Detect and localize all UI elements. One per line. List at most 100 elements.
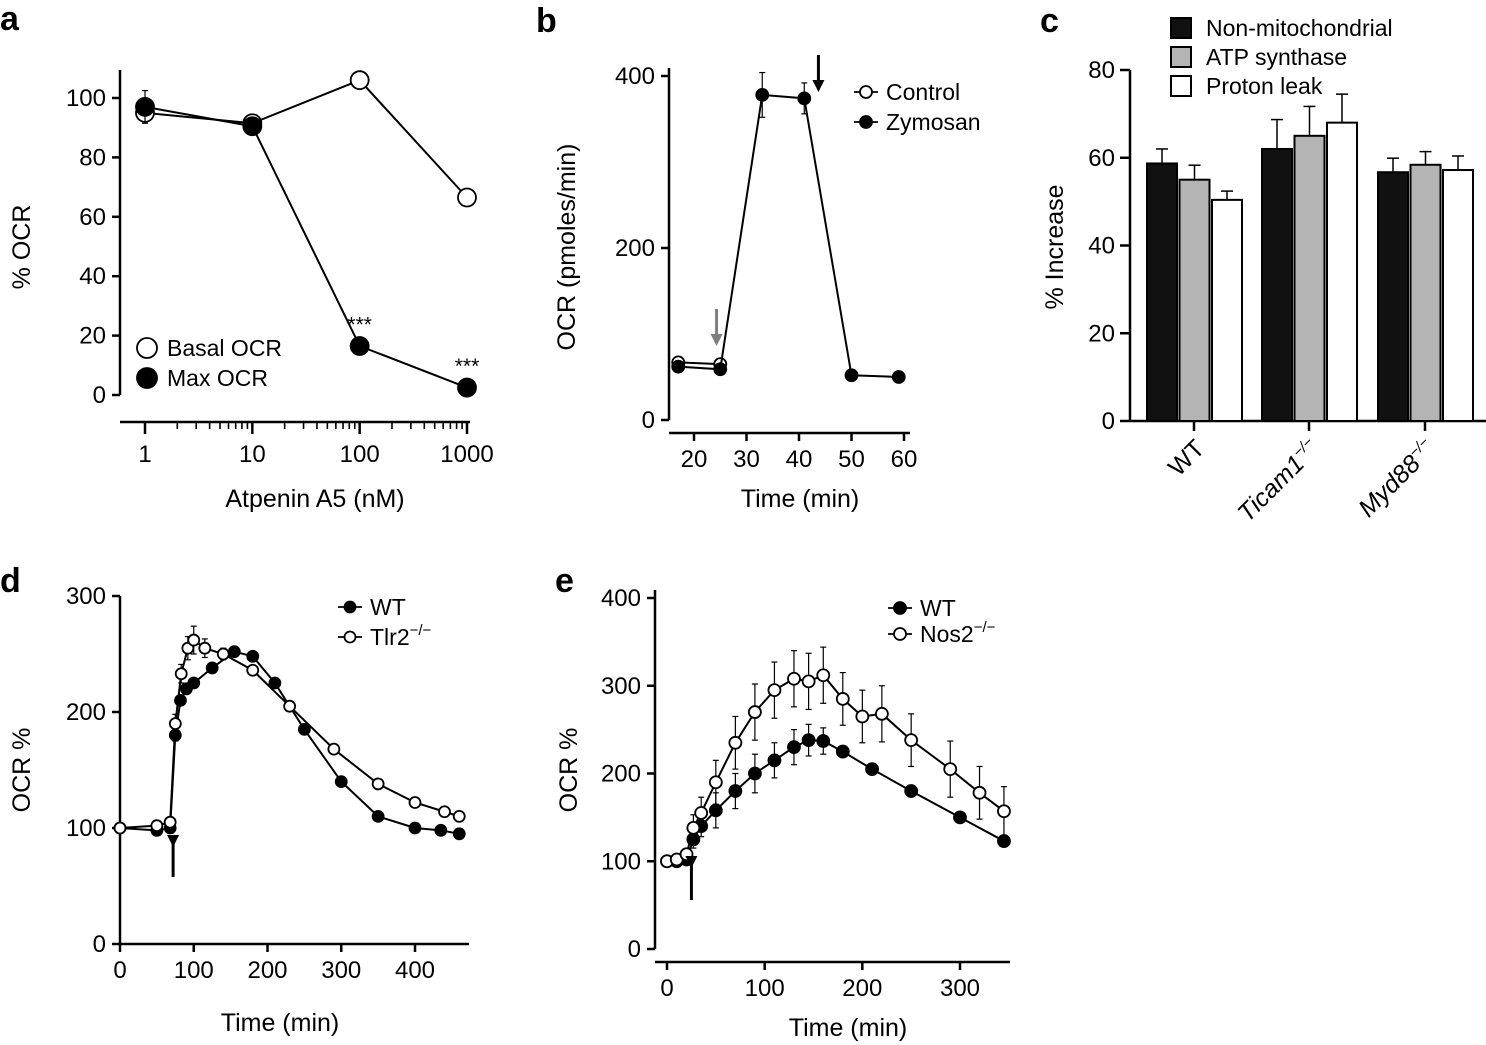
panel-e: e 0 100 200 300 400 0 100 200 300 OCR % Time (min) W… — [555, 562, 1011, 1042]
legend-label: Tlr2−/− — [370, 622, 432, 650]
x-category-label: Myd88−/− — [1352, 434, 1441, 523]
bar — [1377, 171, 1409, 422]
legend-swatch — [1170, 17, 1192, 39]
x-tick-label: 100 — [340, 441, 380, 468]
x-tick-label: 400 — [395, 957, 435, 984]
bar — [1261, 147, 1293, 422]
legend-label: Non-mitochondrial — [1206, 15, 1393, 41]
legend-marker — [136, 337, 158, 359]
x-tick-label: 1000 — [440, 441, 493, 468]
panel-label-a: a — [0, 0, 20, 38]
data-point — [767, 753, 782, 768]
data-point — [457, 187, 477, 208]
data-point — [187, 676, 201, 690]
y-tick-label: 100 — [66, 815, 106, 842]
y-tick-label: 400 — [615, 63, 655, 90]
data-point — [728, 735, 743, 750]
data-point — [174, 667, 188, 681]
y-tick-label: 60 — [79, 204, 106, 231]
y-tick-label: 20 — [79, 323, 106, 350]
x-tick-label: 200 — [842, 975, 882, 1002]
data-point — [865, 762, 879, 777]
x-tick-label: 1 — [138, 441, 151, 468]
x-tick-label: 40 — [786, 446, 813, 473]
data-point — [187, 633, 201, 647]
data-point — [997, 804, 1011, 819]
legend-label: Nos2−/− — [920, 619, 996, 647]
significance-mark: *** — [347, 314, 372, 337]
data-point — [242, 116, 263, 137]
data-point — [246, 663, 260, 677]
data-point — [953, 810, 967, 825]
data-point — [452, 810, 466, 823]
series-line-0 — [144, 78, 468, 199]
data-point — [844, 368, 859, 383]
legend-label: Proton leak — [1206, 73, 1323, 99]
x-tick-label: 100 — [745, 975, 785, 1002]
y-tick-label: 0 — [1102, 408, 1115, 435]
x-tick-label: 10 — [239, 441, 266, 468]
y-tick-label: 400 — [601, 585, 641, 612]
legend-marker — [859, 115, 873, 129]
treatment-arrow-head — [685, 856, 698, 868]
treatment-arrow-head — [167, 835, 180, 847]
bar — [1146, 162, 1178, 423]
treatment-arrow-head — [812, 80, 825, 92]
y-tick-label: 200 — [601, 761, 641, 788]
data-point — [787, 671, 801, 686]
series-line-1 — [678, 93, 899, 378]
data-point — [334, 775, 348, 788]
x-tick-label: 60 — [891, 446, 918, 473]
data-point — [268, 676, 282, 690]
series-line-0 — [678, 361, 721, 366]
data-point — [797, 91, 812, 106]
data-point — [168, 717, 182, 730]
data-point — [748, 705, 762, 719]
panel-a: a 0 20 40 60 80 100 1 10 100 1000 % OCR Atpenin A5 (… — [0, 0, 494, 513]
y-axis-title: OCR % — [8, 728, 36, 813]
panel-c: c 0 20 40 60 80 % Increase WT Ticam1−/− Myd88−/− N… — [1040, 2, 1486, 527]
y-tick-label: 0 — [642, 407, 655, 434]
data-point — [891, 370, 906, 384]
significance-mark: *** — [455, 355, 480, 378]
x-axis-title: Atpenin A5 (nM) — [225, 485, 404, 513]
y-tick-label: 20 — [1088, 320, 1115, 347]
data-point — [371, 777, 385, 791]
y-axis-title: OCR (pmoles/min) — [553, 144, 581, 351]
data-point — [767, 683, 782, 698]
legend-marker — [893, 601, 907, 615]
x-category-label: WT — [1163, 434, 1210, 481]
data-point — [972, 785, 987, 800]
y-tick-label: 100 — [601, 848, 641, 875]
x-tick-label: 0 — [660, 975, 673, 1002]
x-tick-label: 50 — [838, 446, 865, 473]
y-tick-label: 40 — [1088, 233, 1115, 260]
legend-label: ATP synthase — [1206, 44, 1347, 70]
data-point — [408, 796, 422, 809]
data-point — [904, 733, 919, 748]
y-tick-label: 80 — [1088, 57, 1115, 84]
data-point — [835, 744, 850, 759]
data-point — [801, 674, 816, 689]
bar — [1409, 163, 1442, 423]
legend-marker — [859, 85, 873, 99]
data-point — [438, 805, 451, 819]
data-point — [408, 821, 422, 835]
data-point — [816, 734, 831, 748]
data-point — [835, 692, 850, 706]
y-tick-label: 80 — [79, 144, 106, 171]
data-point — [349, 70, 370, 91]
data-point — [787, 740, 801, 755]
data-point — [434, 823, 448, 837]
x-tick-label: 300 — [321, 957, 361, 984]
data-point — [855, 709, 870, 724]
series-line-1 — [119, 638, 460, 829]
data-point — [671, 359, 686, 374]
x-axis-title: Time (min) — [741, 485, 860, 513]
x-tick-label: 20 — [681, 446, 708, 473]
y-tick-label: 300 — [601, 673, 641, 700]
legend-label: Control — [886, 79, 960, 105]
panel-label-c: c — [1040, 2, 1059, 40]
data-point — [452, 827, 466, 841]
